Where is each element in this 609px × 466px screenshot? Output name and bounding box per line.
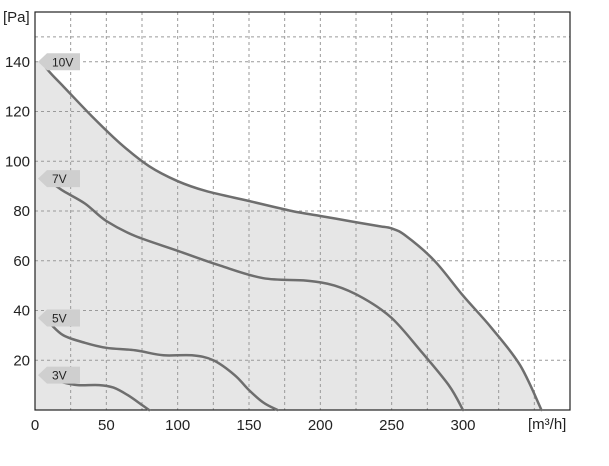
curve-label-10v: 10V bbox=[38, 53, 80, 71]
curve-label-tag bbox=[38, 366, 80, 384]
x-tick-label: 300 bbox=[450, 417, 475, 434]
x-axis-unit-text: [m³/h] bbox=[528, 416, 566, 433]
y-tick-label: 80 bbox=[13, 203, 30, 220]
curve-label-3v: 3V bbox=[38, 366, 80, 384]
curve-label-text: 5V bbox=[52, 311, 67, 325]
curve-10v bbox=[40, 60, 543, 412]
axis-layer bbox=[34, 11, 571, 411]
curve-label-5v: 5V bbox=[38, 309, 80, 327]
curve-5v bbox=[40, 316, 279, 412]
x-tick-label: 0 bbox=[31, 417, 39, 434]
y-tick-label: 60 bbox=[13, 253, 30, 270]
curve-label-tag bbox=[38, 309, 80, 327]
curve-label-tag bbox=[38, 170, 80, 188]
curve-label-tag bbox=[38, 53, 80, 71]
y-tick-label: 140 bbox=[5, 54, 30, 71]
y-axis-unit: [Pa] bbox=[3, 9, 30, 26]
curve-label-text: 7V bbox=[52, 172, 67, 186]
x-tick-label: 100 bbox=[165, 417, 190, 434]
x-tick-label: 50 bbox=[98, 417, 115, 434]
y-tick-label: 40 bbox=[13, 303, 30, 320]
x-tick-label: 150 bbox=[236, 417, 261, 434]
x-axis-unit: [m³/h] bbox=[528, 416, 566, 433]
fill-area bbox=[35, 61, 542, 411]
x-tick-label: 200 bbox=[308, 417, 333, 434]
curve-label-text: 10V bbox=[52, 55, 73, 69]
y-tick-label: 100 bbox=[5, 153, 30, 170]
y-tick-label: 20 bbox=[13, 352, 30, 369]
x-tick-label: 250 bbox=[379, 417, 404, 434]
y-tick-label: 120 bbox=[5, 104, 30, 121]
fill-area-layer bbox=[35, 61, 542, 411]
curve-label-7v: 7V bbox=[38, 170, 80, 188]
curve-label-layer: 10V 7V 5V 3V bbox=[38, 53, 80, 384]
tick-label-layer: 20 40 60 80 100 120 140 0 50 100 150 200 250 300 bbox=[5, 54, 476, 434]
curve-7v bbox=[40, 177, 465, 412]
curve-label-text: 3V bbox=[52, 369, 67, 383]
plot-frame bbox=[34, 11, 571, 411]
grid-layer bbox=[35, 12, 570, 410]
